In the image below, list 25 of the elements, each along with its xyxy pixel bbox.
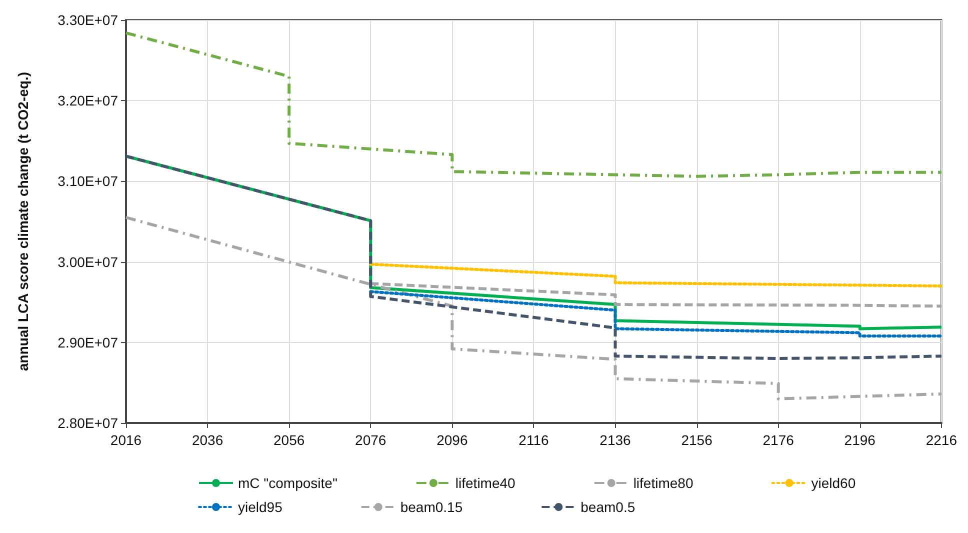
x-tick-label: 2176 xyxy=(762,432,794,448)
legend-label: beam0.5 xyxy=(580,499,636,515)
x-tick-label: 2116 xyxy=(518,432,549,448)
legend-label: yield95 xyxy=(238,499,283,515)
x-tick-label: 2196 xyxy=(844,432,876,448)
legend-label: yield60 xyxy=(811,475,856,491)
x-tick-label: 2216 xyxy=(926,432,958,448)
y-tick-label: 3.20E+07 xyxy=(58,92,118,109)
x-tick-label: 2156 xyxy=(681,432,713,448)
y-tick-label: 2.80E+07 xyxy=(58,415,118,431)
y-tick-label: 3.00E+07 xyxy=(58,254,118,270)
y-tick-label: 3.30E+07 xyxy=(58,12,118,28)
y-tick-label: 3.10E+07 xyxy=(58,173,118,190)
x-tick-label: 2136 xyxy=(600,432,632,448)
legend-label: lifetime80 xyxy=(633,475,694,491)
legend-label: mC "composite" xyxy=(238,475,338,491)
x-tick-label: 2036 xyxy=(192,432,224,448)
legend-label: lifetime40 xyxy=(455,475,516,491)
y-tick-label: 2.90E+07 xyxy=(58,334,118,350)
x-tick-label: 2056 xyxy=(274,432,305,448)
x-tick-label: 2016 xyxy=(110,432,142,448)
legend-label: beam0.15 xyxy=(400,499,463,515)
x-tick-label: 2096 xyxy=(436,432,468,448)
y-axis-title: annual LCA score climate change (t CO2-eq.) xyxy=(15,72,31,371)
x-tick-label: 2076 xyxy=(355,432,386,448)
